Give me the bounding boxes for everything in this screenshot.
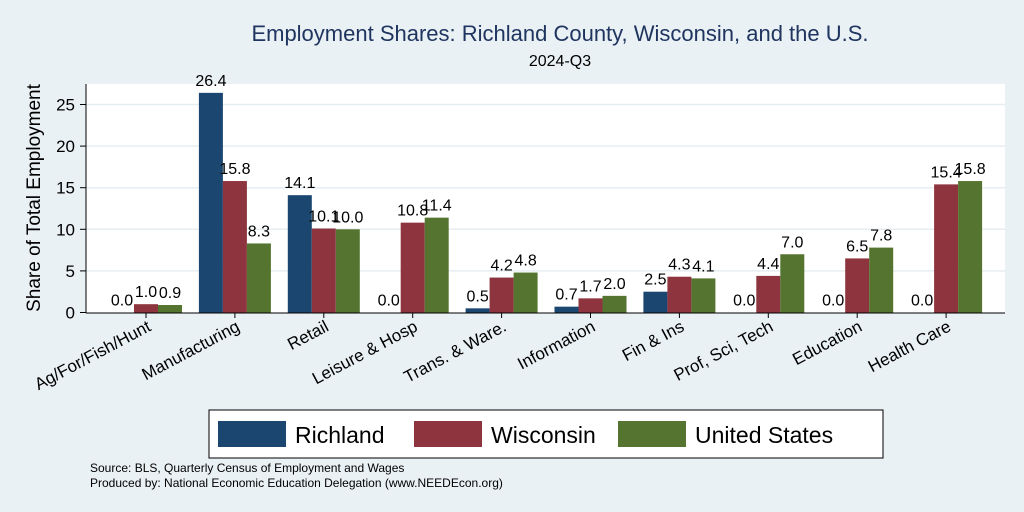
data-label: 4.3 bbox=[668, 257, 690, 274]
bar-richland bbox=[643, 291, 668, 313]
y-tick-label: 10 bbox=[56, 220, 75, 239]
y-tick-label: 0 bbox=[66, 304, 75, 323]
data-label: 26.4 bbox=[195, 73, 226, 90]
y-tick-label: 15 bbox=[56, 179, 75, 198]
bar-wisconsin bbox=[311, 228, 336, 313]
data-label: 7.0 bbox=[781, 234, 803, 251]
bar-united-states bbox=[780, 254, 805, 313]
legend-box bbox=[208, 409, 884, 459]
x-tick-label: Ag/For/Fish/Hunt bbox=[31, 317, 154, 394]
y-tick-label: 25 bbox=[56, 96, 75, 115]
data-label: 10.0 bbox=[332, 209, 363, 226]
x-tick-label: Prof, Sci, Tech bbox=[671, 317, 776, 385]
bar-united-states bbox=[513, 272, 538, 313]
bar-united-states bbox=[691, 278, 716, 313]
bar-united-states bbox=[424, 217, 449, 313]
data-label: 1.0 bbox=[135, 284, 157, 301]
data-label: 0.7 bbox=[555, 287, 577, 304]
data-label: 15.4 bbox=[931, 164, 962, 181]
bar-richland bbox=[198, 92, 223, 313]
data-label: 7.8 bbox=[870, 228, 892, 245]
data-label: 4.4 bbox=[757, 256, 779, 273]
bar-united-states bbox=[602, 295, 627, 313]
legend-swatch bbox=[414, 421, 482, 447]
data-label: 10.8 bbox=[397, 203, 428, 220]
data-label: 4.2 bbox=[490, 258, 512, 275]
x-tick-label: Information bbox=[514, 317, 598, 374]
bar-richland bbox=[287, 195, 312, 313]
data-label: 11.4 bbox=[422, 198, 452, 215]
y-tick-label: 20 bbox=[56, 137, 75, 156]
legend-swatch bbox=[218, 421, 286, 447]
legend-swatch bbox=[618, 421, 686, 447]
y-axis-label: Share of Total Employment bbox=[24, 83, 45, 311]
bar-wisconsin bbox=[667, 276, 692, 313]
data-label: 0.0 bbox=[822, 293, 844, 310]
data-label: 15.8 bbox=[955, 161, 986, 178]
data-label: 0.0 bbox=[111, 293, 133, 310]
chart-subtitle: 2024-Q3 bbox=[529, 53, 591, 70]
bar-richland bbox=[465, 308, 490, 313]
bar-wisconsin bbox=[756, 275, 781, 313]
bar-united-states bbox=[246, 243, 271, 313]
bar-wisconsin bbox=[578, 298, 603, 313]
bar-wisconsin bbox=[400, 222, 425, 313]
x-tick-label: Health Care bbox=[865, 317, 954, 376]
bar-wisconsin bbox=[845, 258, 870, 313]
x-tick-label: Retail bbox=[284, 317, 331, 354]
bar-wisconsin bbox=[222, 181, 247, 313]
bar-united-states bbox=[335, 229, 360, 313]
x-tick-label: Education bbox=[789, 317, 865, 369]
source-note: Source: BLS, Quarterly Census of Employm… bbox=[90, 461, 404, 475]
produced-by-note: Produced by: National Economic Education… bbox=[90, 476, 503, 490]
data-label: 8.3 bbox=[248, 223, 270, 240]
data-label: 6.5 bbox=[846, 238, 868, 255]
data-label: 0.0 bbox=[911, 293, 933, 310]
bar-united-states bbox=[158, 305, 182, 313]
data-label: 4.8 bbox=[514, 253, 536, 270]
legend-label: Richland bbox=[295, 422, 385, 448]
data-label: 4.1 bbox=[692, 258, 714, 275]
data-label: 10.1 bbox=[308, 208, 339, 225]
chart-title: Employment Shares: Richland County, Wisc… bbox=[251, 21, 868, 46]
data-label: 0.5 bbox=[466, 288, 488, 305]
data-label: 0.0 bbox=[378, 293, 400, 310]
legend: Richland Wisconsin United States bbox=[208, 409, 884, 459]
y-tick-label: 5 bbox=[66, 262, 75, 281]
data-label: 0.9 bbox=[159, 285, 181, 302]
bar-united-states bbox=[869, 247, 894, 313]
x-tick-label: Fin & Ins bbox=[619, 317, 687, 365]
bar-wisconsin bbox=[489, 277, 514, 313]
legend-label: Wisconsin bbox=[491, 422, 596, 448]
legend-label: United States bbox=[695, 422, 833, 448]
bar-wisconsin bbox=[134, 304, 158, 313]
bar-wisconsin bbox=[934, 184, 959, 313]
data-label: 0.0 bbox=[733, 293, 755, 310]
data-label: 15.8 bbox=[219, 161, 250, 178]
data-label: 1.7 bbox=[579, 278, 601, 295]
x-tick-label: Manufacturing bbox=[139, 317, 243, 384]
data-label: 2.5 bbox=[644, 272, 666, 289]
bar-united-states bbox=[958, 181, 983, 313]
data-label: 14.1 bbox=[284, 175, 315, 192]
data-label: 2.0 bbox=[603, 276, 625, 293]
bar-richland bbox=[554, 306, 579, 313]
